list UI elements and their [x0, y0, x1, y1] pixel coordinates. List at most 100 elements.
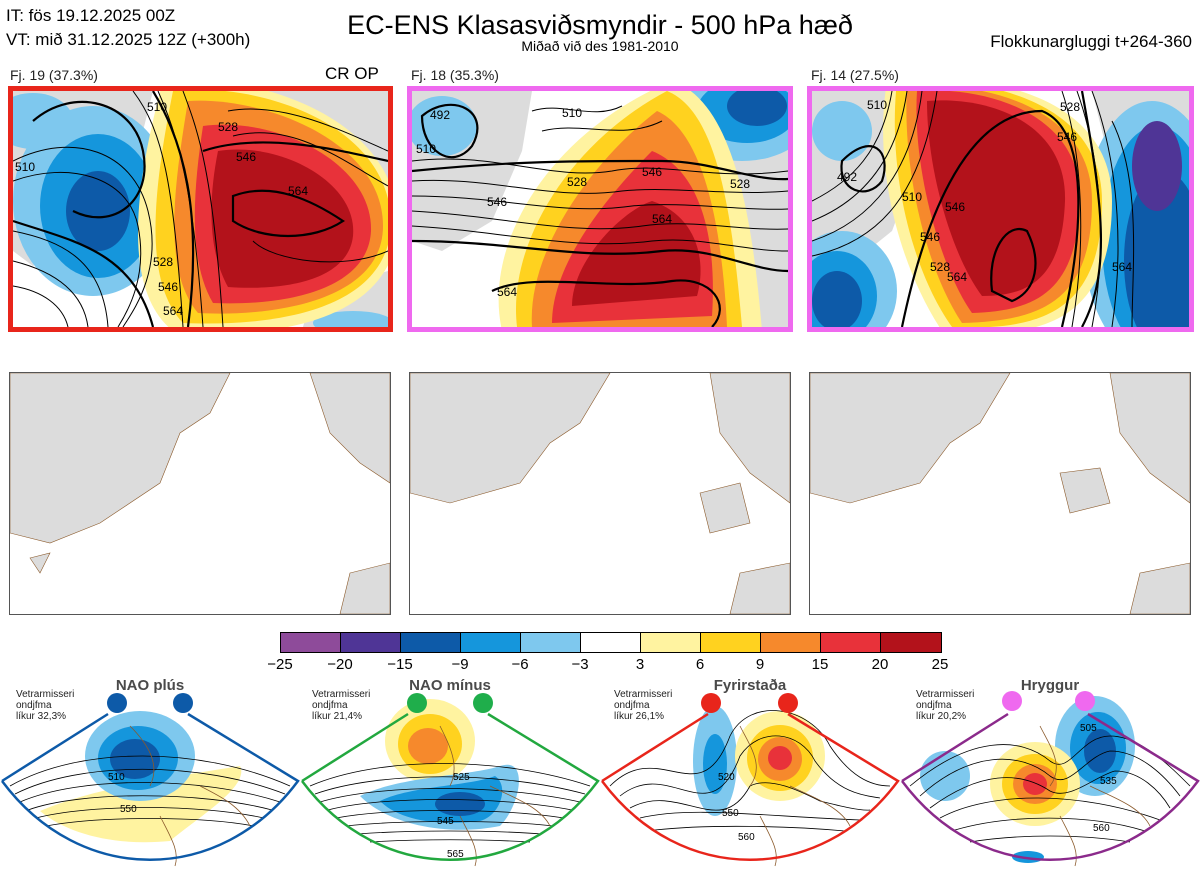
regime-blocking-probability: líkur 26,1% — [614, 711, 665, 722]
blank-map-1 — [9, 372, 391, 615]
colorbar-tick: −20 — [327, 656, 353, 673]
regime-nao-plus: 510 550 NAO plús Vetrarmisseri ondjfma l… — [0, 676, 300, 871]
regime-nao-minus-title: NAO mínus — [409, 677, 491, 694]
regime-ridge-dot — [1002, 691, 1022, 711]
colorbar-tick: 15 — [811, 656, 829, 673]
colorbar-segment — [401, 633, 461, 652]
colorbar-tick: 9 — [755, 656, 765, 673]
colorbar-segment — [581, 633, 641, 652]
regime-ridge-probability: líkur 20,2% — [916, 711, 967, 722]
regime-nao-plus-note: ondjfma — [16, 700, 52, 711]
blank-map-3 — [809, 372, 1191, 615]
valid-time: VT: mið 31.12.2025 12Z (+300h) — [6, 30, 251, 49]
contour-label: 505 — [1080, 723, 1097, 734]
colorbar-segment — [521, 633, 581, 652]
contour-label: 546 — [642, 165, 662, 179]
regime-nao-plus-dot — [173, 693, 193, 713]
regime-nao-minus-dot — [407, 693, 427, 713]
regime-blocking-note: ondjfma — [614, 700, 650, 711]
contour-label: 564 — [652, 212, 672, 226]
cluster-1-label: Fj. 19 (37.3%) — [10, 67, 98, 83]
cluster-1-map: 510 528 546 564 510 528 546 564 — [8, 86, 393, 332]
regime-blocking-graphic: 520 550 560 — [600, 693, 900, 867]
regime-nao-minus-outline — [300, 712, 600, 861]
contour-label: 565 — [447, 849, 464, 860]
colorbar-tick: 20 — [871, 656, 889, 673]
regime-ridge-note: ondjfma — [916, 700, 952, 711]
classification-window: Flokkunargluggi t+264-360 — [990, 32, 1192, 51]
contour-label: 492 — [430, 108, 450, 122]
regime-nao-plus-probability: líkur 32,3% — [16, 711, 67, 722]
init-time: IT: fös 19.12.2025 00Z — [6, 6, 176, 25]
contour-label: 550 — [722, 808, 739, 819]
contour-label: 510 — [147, 100, 167, 114]
regime-nao-minus-note: ondjfma — [312, 700, 348, 711]
regime-nao-minus-graphic: 525 545 565 — [300, 693, 600, 867]
blank-map-2-graphic — [410, 373, 790, 614]
contour-label: 510 — [902, 190, 922, 204]
page-title: EC-ENS Klasasviðsmyndir - 500 hPa hæð — [347, 10, 853, 40]
contour-label: 528 — [567, 175, 587, 189]
regime-ridge: 505 535 560 Hryggur Vetrarmisseri ondjfm… — [900, 676, 1200, 871]
blank-map-3-graphic — [810, 373, 1190, 614]
contour-label: 564 — [1112, 260, 1132, 274]
contour-label: 510 — [15, 160, 35, 174]
cluster-3-map-graphic: 510 528 546 564 492 510 546 528 546 564 — [812, 91, 1189, 327]
blank-map-1-graphic — [10, 373, 390, 614]
colorbar-segment — [461, 633, 521, 652]
colorbar-segment — [641, 633, 701, 652]
page-subtitle: Miðað við des 1981-2010 — [521, 38, 679, 54]
regime-blocking-outline — [600, 712, 900, 861]
cluster-3-label: Fj. 14 (27.5%) — [811, 67, 899, 83]
contour-label: 545 — [437, 816, 454, 827]
colorbar-segment — [821, 633, 881, 652]
contour-label: 564 — [947, 270, 967, 284]
colorbar-tick: 6 — [695, 656, 705, 673]
colorbar-tick: −25 — [267, 656, 293, 673]
contour-label: 546 — [158, 280, 178, 294]
regime-nao-minus-dot — [473, 693, 493, 713]
contour-label: 546 — [487, 195, 507, 209]
contour-label: 510 — [108, 772, 125, 783]
colorbar-tick: 25 — [931, 656, 949, 673]
regime-nao-plus-note: Vetrarmisseri — [16, 689, 75, 700]
contour-label: 492 — [837, 170, 857, 184]
regime-nao-minus: 525 545 565 NAO mínus Vetrarmisseri ondj… — [300, 676, 600, 871]
regime-blocking-title: Fyrirstaða — [713, 677, 787, 694]
colorbar-tick: −15 — [387, 656, 413, 673]
regime-blocking-dot — [701, 693, 721, 713]
cluster-2-label: Fj. 18 (35.3%) — [411, 67, 499, 83]
contour-label: 528 — [930, 260, 950, 274]
anomaly-colorbar — [280, 632, 942, 653]
colorbar-tick: −9 — [451, 656, 469, 673]
colorbar-segment — [281, 633, 341, 652]
contour-label: 564 — [163, 304, 183, 318]
contour-label: 550 — [120, 804, 137, 815]
blank-map-2 — [409, 372, 791, 615]
contour-label: 546 — [1057, 130, 1077, 144]
regime-ridge-title: Hryggur — [1020, 677, 1080, 694]
contour-label: 528 — [730, 177, 750, 191]
contour-label: 564 — [288, 184, 308, 198]
regime-nao-plus-outline — [0, 712, 300, 861]
colorbar-segment — [881, 633, 941, 652]
cluster-3-map: 510 528 546 564 492 510 546 528 546 564 — [807, 86, 1194, 332]
colorbar-tick: −3 — [571, 656, 589, 673]
regime-nao-minus-probability: líkur 21,4% — [312, 711, 363, 722]
regime-blocking: 520 550 560 Fyrirstaða Vetrarmisseri ond… — [600, 676, 900, 871]
contour-label: 535 — [1100, 776, 1117, 787]
colorbar-segment — [341, 633, 401, 652]
contour-label: 528 — [153, 255, 173, 269]
regime-nao-minus-note: Vetrarmisseri — [312, 689, 371, 700]
contour-label: 546 — [945, 200, 965, 214]
contour-label: 528 — [1060, 100, 1080, 114]
regime-blocking-note: Vetrarmisseri — [614, 689, 673, 700]
regime-ridge-note: Vetrarmisseri — [916, 689, 975, 700]
contour-label: 528 — [218, 120, 238, 134]
contour-label: 564 — [497, 285, 517, 299]
regime-nao-plus-title: NAO plús — [115, 677, 185, 694]
colorbar-tick: −6 — [511, 656, 529, 673]
contour-label: 520 — [718, 772, 735, 783]
regime-ridge-dot — [1075, 691, 1095, 711]
cluster-2-map-graphic: 492 510 510 528 546 528 546 564 564 — [412, 91, 788, 327]
